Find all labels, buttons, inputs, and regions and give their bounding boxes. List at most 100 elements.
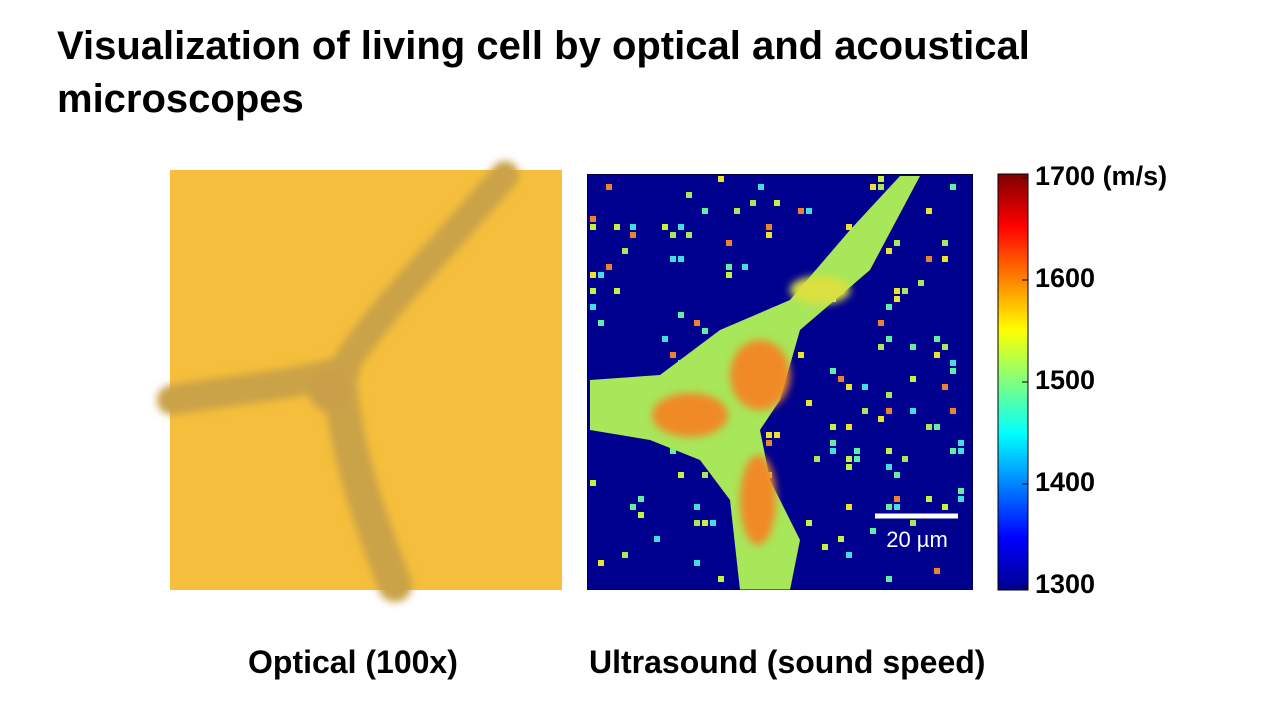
speckle [654,536,660,542]
speckle [726,272,732,278]
speckle [614,224,620,230]
speckle [878,416,884,422]
speckle [958,488,964,494]
speckle [870,528,876,534]
speckle [630,232,636,238]
speckle [894,296,900,302]
scale-bar-label: 20 µm [886,527,948,552]
speckle [670,352,676,358]
speckle [598,272,604,278]
speckle [862,384,868,390]
speckle [678,256,684,262]
speckle [590,304,596,310]
speckle [630,504,636,510]
speckle [694,504,700,510]
speckle [678,312,684,318]
speckle [590,224,596,230]
speckle [878,320,884,326]
speckle [806,208,812,214]
speckle [662,336,668,342]
speckle [694,560,700,566]
optical-caption: Optical (100x) [248,644,458,680]
speckle [886,304,892,310]
speckle [942,504,948,510]
speckle [590,480,596,486]
speckle [838,376,844,382]
optical-image [157,161,562,602]
speckle [718,576,724,582]
speckle [702,208,708,214]
speckle [894,472,900,478]
speckle [670,256,676,262]
speckle [622,552,628,558]
speckle [934,568,940,574]
speckle [934,336,940,342]
speckle [734,208,740,214]
speckle [606,184,612,190]
colorbar-tick-label: 1300 [1035,569,1095,599]
speckle [918,280,924,286]
speckle [846,384,852,390]
speckle [806,520,812,526]
speckle [798,208,804,214]
speckle [806,400,812,406]
speckle [742,264,748,270]
speckle [886,504,892,510]
speckle [870,184,876,190]
speckle [670,232,676,238]
speckle [590,216,596,222]
speckle [910,376,916,382]
speckle [902,456,908,462]
speckle [830,424,836,430]
speckle [950,360,956,366]
speckle [830,368,836,374]
speckle [894,496,900,502]
speckle [910,408,916,414]
speckle [942,344,948,350]
colorbar-tick-label: 1600 [1035,263,1095,293]
speckle [942,240,948,246]
speckle [590,272,596,278]
speckle [910,344,916,350]
slide-title: Visualization of living cell by optical … [57,24,1030,121]
speckle [638,496,644,502]
speckle [822,544,828,550]
speckle [958,448,964,454]
speckle [686,232,692,238]
speckle [926,208,932,214]
speckle [758,184,764,190]
colorbar-tick-label: 1400 [1035,467,1095,497]
speckle [830,440,836,446]
speckle [878,344,884,350]
speckle [710,520,716,526]
speckle [814,456,820,462]
speckle [886,408,892,414]
speckle [590,288,596,294]
speckle [838,536,844,542]
speckle [726,264,732,270]
speckle [750,200,756,206]
speckle [774,200,780,206]
speckle [766,232,772,238]
speckle [950,448,956,454]
speckle [886,464,892,470]
speckle [958,440,964,446]
speckle [854,456,860,462]
speckle [702,520,708,526]
speckle [702,328,708,334]
speckle [670,448,676,454]
speckle [934,352,940,358]
speckle [766,432,772,438]
speckle [926,256,932,262]
speckle [894,288,900,294]
speckle [718,176,724,182]
speckle [910,520,916,526]
speckle [854,448,860,454]
speckle [886,392,892,398]
speckle [926,496,932,502]
speckle [598,560,604,566]
speckle [846,464,852,470]
speckle [958,496,964,502]
speckle [598,320,604,326]
